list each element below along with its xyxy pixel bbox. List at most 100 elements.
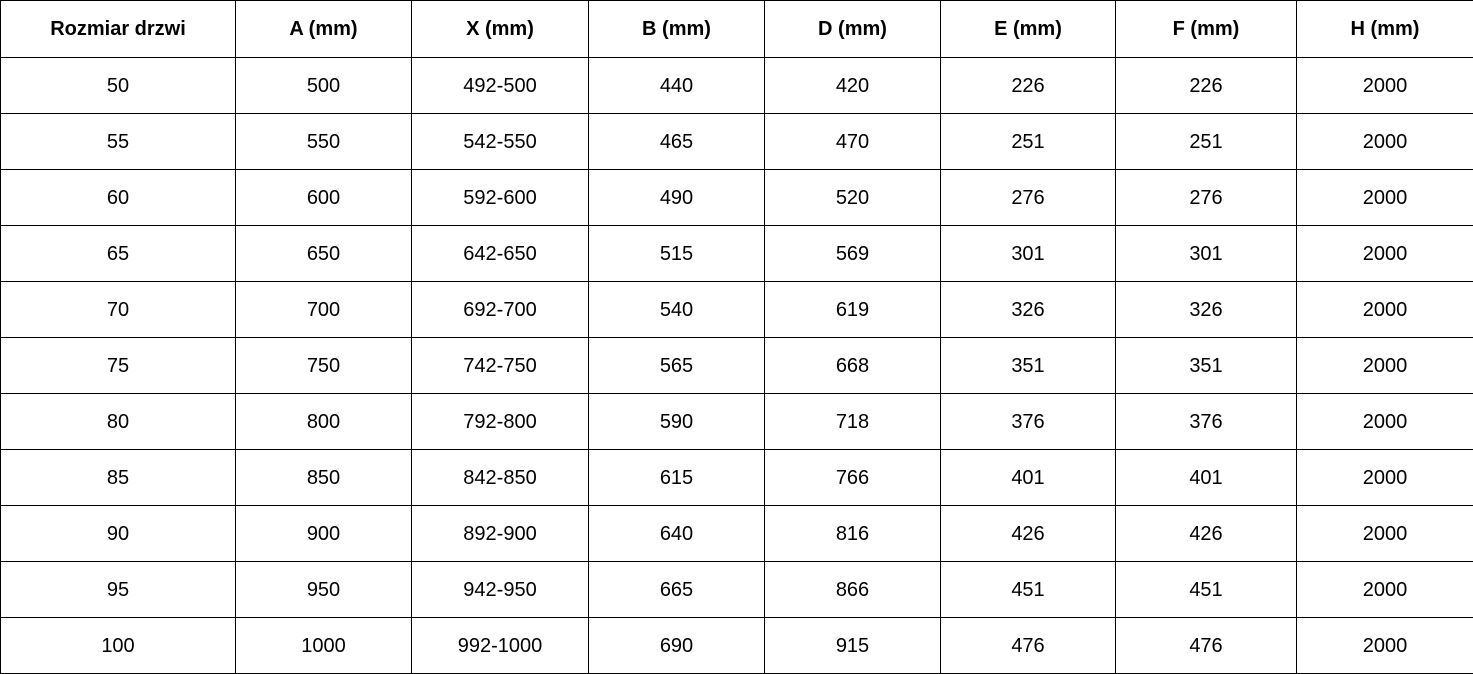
- table-cell: 915: [765, 618, 941, 674]
- table-cell: 226: [941, 58, 1116, 114]
- table-cell: 520: [765, 170, 941, 226]
- table-cell: 95: [1, 562, 236, 618]
- table-cell: 451: [1116, 562, 1297, 618]
- table-cell: 376: [941, 394, 1116, 450]
- table-cell: 750: [236, 338, 412, 394]
- table-cell: 251: [1116, 114, 1297, 170]
- table-cell: 668: [765, 338, 941, 394]
- header-rozmiar-drzwi: Rozmiar drzwi: [1, 1, 236, 58]
- table-cell: 301: [941, 226, 1116, 282]
- table-cell: 590: [589, 394, 765, 450]
- table-cell: 2000: [1297, 394, 1473, 450]
- table-cell: 640: [589, 506, 765, 562]
- table-cell: 650: [236, 226, 412, 282]
- table-cell: 542-550: [412, 114, 589, 170]
- table-cell: 515: [589, 226, 765, 282]
- table-cell: 401: [941, 450, 1116, 506]
- header-e-mm: E (mm): [941, 1, 1116, 58]
- table-cell: 75: [1, 338, 236, 394]
- table-cell: 426: [941, 506, 1116, 562]
- table-cell: 465: [589, 114, 765, 170]
- table-cell: 700: [236, 282, 412, 338]
- table-cell: 2000: [1297, 226, 1473, 282]
- table-cell: 90: [1, 506, 236, 562]
- table-cell: 65: [1, 226, 236, 282]
- table-cell: 850: [236, 450, 412, 506]
- table-cell: 842-850: [412, 450, 589, 506]
- table-cell: 376: [1116, 394, 1297, 450]
- table-cell: 276: [1116, 170, 1297, 226]
- table-cell: 800: [236, 394, 412, 450]
- table-cell: 2000: [1297, 338, 1473, 394]
- table-cell: 866: [765, 562, 941, 618]
- table-cell: 60: [1, 170, 236, 226]
- table-cell: 2000: [1297, 506, 1473, 562]
- table-cell: 85: [1, 450, 236, 506]
- table-cell: 992-1000: [412, 618, 589, 674]
- table-cell: 718: [765, 394, 941, 450]
- table-cell: 2000: [1297, 450, 1473, 506]
- table-cell: 451: [941, 562, 1116, 618]
- table-cell: 642-650: [412, 226, 589, 282]
- table-cell: 426: [1116, 506, 1297, 562]
- table-cell: 301: [1116, 226, 1297, 282]
- table-cell: 892-900: [412, 506, 589, 562]
- table-cell: 251: [941, 114, 1116, 170]
- header-b-mm: B (mm): [589, 1, 765, 58]
- table-cell: 80: [1, 394, 236, 450]
- table-cell: 942-950: [412, 562, 589, 618]
- table-cell: 476: [1116, 618, 1297, 674]
- table-cell: 742-750: [412, 338, 589, 394]
- header-f-mm: F (mm): [1116, 1, 1297, 58]
- table-cell: 592-600: [412, 170, 589, 226]
- table-cell: 326: [1116, 282, 1297, 338]
- table-cell: 490: [589, 170, 765, 226]
- table-cell: 326: [941, 282, 1116, 338]
- table-cell: 792-800: [412, 394, 589, 450]
- table-cell: 351: [1116, 338, 1297, 394]
- table-cell: 100: [1, 618, 236, 674]
- table-cell: 2000: [1297, 562, 1473, 618]
- table-cell: 615: [589, 450, 765, 506]
- table-cell: 440: [589, 58, 765, 114]
- table-cell: 600: [236, 170, 412, 226]
- table-cell: 690: [589, 618, 765, 674]
- table-cell: 1000: [236, 618, 412, 674]
- table-cell: 55: [1, 114, 236, 170]
- table-cell: 2000: [1297, 282, 1473, 338]
- table-cell: 565: [589, 338, 765, 394]
- table-cell: 540: [589, 282, 765, 338]
- table-cell: 766: [765, 450, 941, 506]
- table-cell: 476: [941, 618, 1116, 674]
- table-cell: 351: [941, 338, 1116, 394]
- table-cell: 665: [589, 562, 765, 618]
- table-cell: 2000: [1297, 114, 1473, 170]
- table-cell: 276: [941, 170, 1116, 226]
- header-h-mm: H (mm): [1297, 1, 1473, 58]
- header-x-mm: X (mm): [412, 1, 589, 58]
- table-cell: 470: [765, 114, 941, 170]
- table-header-row: Rozmiar drzwi A (mm) X (mm) B (mm) D (mm…: [1, 1, 1473, 58]
- table-cell: 692-700: [412, 282, 589, 338]
- table-cell: 816: [765, 506, 941, 562]
- table-cell: 2000: [1297, 170, 1473, 226]
- table-cell: 550: [236, 114, 412, 170]
- table-cell: 401: [1116, 450, 1297, 506]
- table-cell: 2000: [1297, 618, 1473, 674]
- table-cell: 492-500: [412, 58, 589, 114]
- table-cell: 70: [1, 282, 236, 338]
- table-cell: 226: [1116, 58, 1297, 114]
